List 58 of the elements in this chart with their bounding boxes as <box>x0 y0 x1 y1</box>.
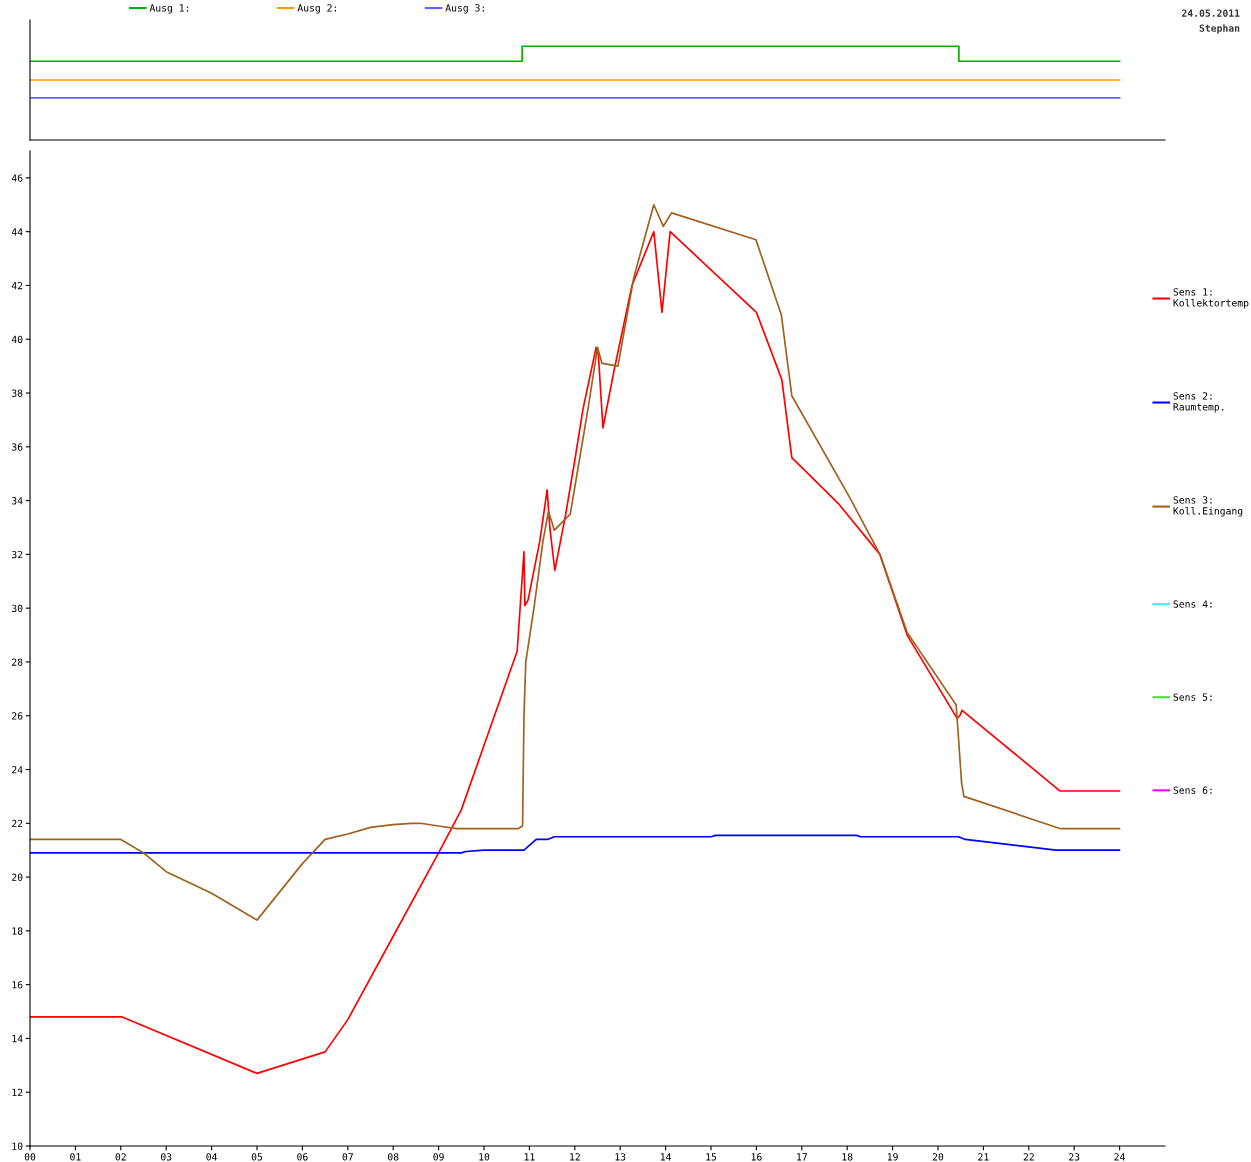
x-tick-label: 09 <box>433 1153 444 1161</box>
x-tick-label: 08 <box>387 1153 399 1161</box>
y-tick-label: 44 <box>11 228 23 236</box>
x-tick-label: 13 <box>615 1153 626 1161</box>
y-tick-label: 38 <box>12 389 23 397</box>
x-tick-label: 18 <box>842 1153 853 1161</box>
x-tick-label: 23 <box>1069 1153 1080 1161</box>
x-tick-label: 07 <box>342 1153 353 1161</box>
y-tick-label: 28 <box>12 658 23 666</box>
line-series <box>30 834 1121 854</box>
x-tick-label: 04 <box>206 1153 217 1161</box>
y-tick-label: 24 <box>12 766 23 774</box>
y-tick-label: 36 <box>12 443 23 451</box>
x-tick-label: 01 <box>70 1153 81 1161</box>
legend-label: Ausg 3: <box>445 4 484 14</box>
x-tick-label: 16 <box>751 1153 762 1161</box>
y-tick-label: 20 <box>12 873 23 881</box>
x-tick-label: 06 <box>297 1153 308 1161</box>
legend-label: Sens 4: <box>1173 600 1212 608</box>
legend-label: Ausg 1: <box>149 4 189 14</box>
x-tick-label: 15 <box>706 1153 717 1161</box>
y-tick-label: 14 <box>12 1035 23 1043</box>
y-tick-label: 46 <box>11 174 23 182</box>
x-tick-label: 02 <box>115 1153 126 1161</box>
text: Stephan <box>1199 24 1240 34</box>
line-series <box>30 203 1121 921</box>
x-tick-label: 03 <box>160 1153 172 1161</box>
y-tick-label: 34 <box>12 497 23 505</box>
y-tick-label: 12 <box>12 1088 23 1096</box>
x-tick-label: 20 <box>932 1153 944 1161</box>
x-tick-label: 19 <box>887 1153 898 1161</box>
text: 24.05.2011 <box>1182 9 1240 17</box>
y-tick-label: 26 <box>12 712 23 720</box>
legend-label: Sens 3: Koll.Eingang <box>1173 496 1243 517</box>
x-tick-label: 11 <box>524 1153 535 1161</box>
x-tick-label: 24 <box>1114 1153 1125 1161</box>
y-tick-label: 42 <box>11 281 23 290</box>
line-series <box>30 230 1121 1075</box>
y-tick-label: 40 <box>11 335 23 344</box>
x-tick-label: 14 <box>660 1153 671 1161</box>
y-tick-label: 30 <box>12 604 23 613</box>
y-tick-label: 18 <box>12 927 23 935</box>
y-tick-label: 22 <box>12 819 23 828</box>
legend-label: Sens 1: Kollektortemp <box>1173 288 1249 309</box>
legend-label: Sens 2: Raumtemp. <box>1173 392 1224 413</box>
x-tick-label: 05 <box>251 1153 263 1161</box>
y-tick-label: 16 <box>12 981 23 989</box>
x-tick-label: 21 <box>978 1153 989 1161</box>
x-tick-label: 17 <box>797 1153 807 1161</box>
y-tick-label: 32 <box>12 550 23 559</box>
y-tick-label: 10 <box>12 1142 23 1150</box>
x-tick-label: 12 <box>570 1153 580 1161</box>
x-tick-label: 10 <box>479 1153 490 1161</box>
legend-label: Sens 5: <box>1173 693 1212 701</box>
legend-label: Sens 6: <box>1173 786 1212 794</box>
legend-label: Ausg 2: <box>297 4 336 14</box>
x-tick-label: 00 <box>24 1153 36 1161</box>
x-tick-label: 22 <box>1023 1153 1034 1161</box>
